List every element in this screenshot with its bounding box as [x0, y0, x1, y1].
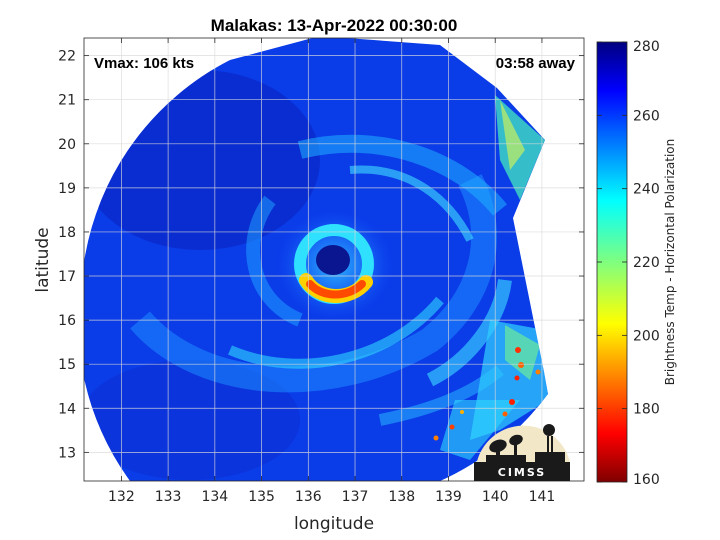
- x-tick-label: 135: [248, 489, 275, 505]
- x-tick-label: 132: [108, 489, 135, 505]
- y-tick-label: 13: [58, 445, 76, 461]
- x-tick-label: 137: [342, 489, 369, 505]
- x-tick-label: 139: [435, 489, 462, 505]
- colorbar-tick-label: 220: [633, 255, 660, 271]
- y-tick-label: 14: [58, 401, 76, 417]
- y-tick-label: 18: [58, 225, 76, 241]
- time-away-annotation: 03:58 away: [496, 55, 576, 72]
- plot-border: [83, 37, 585, 482]
- y-tick-label: 16: [58, 313, 76, 329]
- vmax-annotation: Vmax: 106 kts: [94, 55, 194, 72]
- y-tick-label: 21: [58, 93, 76, 109]
- y-tick-label: 22: [58, 49, 76, 65]
- colorbar-tick-label: 280: [633, 39, 660, 55]
- x-tick-label: 136: [295, 489, 322, 505]
- colorbar: 280 260 240 220 200 180 160 Brightness Temp - …: [596, 39, 677, 488]
- x-tick-label: 133: [155, 489, 182, 505]
- x-axis-label: longitude: [294, 514, 374, 534]
- x-axis-ticks: 132 133 134 135 136 137 138 139 140 141: [108, 38, 555, 505]
- plot-title: Malakas: 13-Apr-2022 00:30:00: [211, 16, 458, 35]
- colorbar-tick-label: 180: [633, 402, 660, 418]
- colorbar-tick-label: 240: [633, 182, 660, 198]
- storm-eye: [316, 245, 350, 275]
- y-tick-label: 19: [58, 181, 76, 197]
- colorbar-tick-label: 200: [633, 328, 660, 344]
- satellite-swath: [84, 38, 549, 481]
- x-tick-label: 140: [482, 489, 509, 505]
- y-axis-label: latitude: [33, 227, 53, 292]
- x-tick-label: 138: [388, 489, 415, 505]
- colorbar-tick-label: 260: [633, 108, 660, 124]
- logo-silhouette-icon: [486, 424, 565, 462]
- y-axis-ticks: 22 21 20 19 18 17 16 15 14 13: [58, 49, 584, 461]
- plot-area: 132 133 134 135 136 137 138 139 140 141 22 21 20 19 1…: [58, 37, 585, 505]
- x-tick-label: 134: [201, 489, 228, 505]
- y-tick-label: 15: [58, 357, 76, 373]
- colorbar-ticks: 280 260 240 220 200 180 160: [597, 39, 660, 488]
- colorbar-label: Brightness Temp - Horizontal Polarizatio…: [663, 139, 677, 386]
- cimss-logo: CIMSS: [474, 424, 570, 481]
- y-tick-label: 20: [58, 137, 76, 153]
- y-tick-label: 17: [58, 269, 76, 285]
- x-tick-label: 141: [529, 489, 556, 505]
- cimss-logo-text: CIMSS: [498, 466, 546, 479]
- colorbar-tick-label: 160: [633, 472, 660, 488]
